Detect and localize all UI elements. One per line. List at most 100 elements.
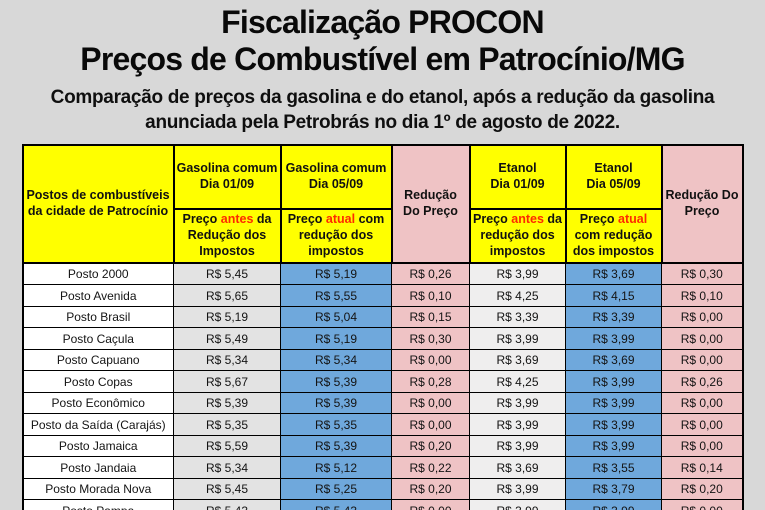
gasoline-after-cell: R$ 5,19 [280, 262, 392, 286]
gasoline-before-cell: R$ 5,45 [173, 477, 281, 501]
station-name-cell: Posto Econômico [22, 391, 174, 415]
subheader-text: Preço [473, 212, 512, 227]
station-name-cell: Posto Caçula [22, 327, 174, 350]
ethanol-before-cell: R$ 3,99 [469, 499, 566, 510]
ethanol-reduction-cell: R$ 0,00 [661, 413, 743, 436]
ethanol-after-cell: R$ 3,99 [565, 391, 662, 415]
header-row-top: Postos de combustíveis da cidade de Patr… [21, 143, 744, 264]
ethanol-before-cell: R$ 3,99 [469, 477, 566, 501]
gasoline-before-cell: R$ 5,34 [173, 348, 281, 372]
ethanol-before-subheader: Preço antes da redução dos impostos [468, 207, 567, 264]
ethanol-after-cell: R$ 3,55 [565, 456, 662, 479]
gasoline-before-cell: R$ 5,45 [173, 262, 281, 286]
gasoline-reduction-cell: R$ 0,30 [391, 327, 470, 350]
gasoline-before-subheader: Preço antes da Redução dos Impostos [172, 207, 282, 264]
ethanol-reduction-cell: R$ 0,20 [661, 477, 743, 501]
ethanol-before-cell: R$ 3,99 [469, 327, 566, 350]
ethanol-after-cell: R$ 3,69 [565, 348, 662, 372]
station-name-cell: Posto Jamaica [22, 434, 174, 458]
gasoline-before-cell: R$ 5,59 [173, 434, 281, 458]
ethanol-after-cell: R$ 3,99 [565, 413, 662, 436]
gasoline-after-title: Gasolina comum [285, 161, 387, 176]
station-name-cell: Posto 2000 [22, 262, 174, 286]
ethanol-before-cell: R$ 3,39 [469, 305, 566, 329]
ethanol-after-cell: R$ 3,99 [565, 370, 662, 393]
subheader-highlight: atual [325, 212, 356, 227]
ethanol-reduction-cell: R$ 0,00 [661, 499, 743, 510]
ethanol-reduction-header: Redução Do Preço [660, 143, 744, 264]
gasoline-reduction-cell: R$ 0,00 [391, 499, 470, 510]
gasoline-before-cell: R$ 5,67 [173, 370, 281, 393]
ethanol-before-cell: R$ 4,25 [469, 370, 566, 393]
gasoline-reduction-cell: R$ 0,00 [391, 348, 470, 372]
subheader-highlight: antes [220, 212, 254, 227]
station-name-cell: Posto Capuano [22, 348, 174, 372]
ethanol-reduction-cell: R$ 0,10 [661, 284, 743, 307]
station-name-cell: Posto da Saída (Carajás) [22, 413, 174, 436]
gasoline-after-cell: R$ 5,39 [280, 391, 392, 415]
gasoline-after-cell: R$ 5,39 [280, 370, 392, 393]
gasoline-before-cell: R$ 5,34 [173, 456, 281, 479]
ethanol-reduction-cell: R$ 0,00 [661, 327, 743, 350]
station-name-cell: Posto Jandaia [22, 456, 174, 479]
subheader-text: da Redução dos Impostos [187, 212, 272, 258]
table-row: Posto Jandaia R$ 5,34 R$ 5,12 R$ 0,22 R$… [22, 456, 743, 479]
station-name-cell: Posto Copas [22, 370, 174, 393]
gasoline-reduction-cell: R$ 0,15 [391, 305, 470, 329]
gasoline-after-cell: R$ 5,25 [280, 477, 392, 501]
ethanol-reduction-cell: R$ 0,00 [661, 305, 743, 329]
station-column-header: Postos de combustíveis da cidade de Patr… [21, 143, 175, 264]
ethanol-after-cell: R$ 3,39 [565, 305, 662, 329]
gasoline-after-cell: R$ 5,12 [280, 456, 392, 479]
ethanol-after-cell: R$ 3,99 [565, 499, 662, 510]
subheader-highlight: atual [618, 212, 648, 227]
gasoline-after-cell: R$ 5,35 [280, 413, 392, 436]
gasoline-after-cell: R$ 5,39 [280, 434, 392, 458]
subheader-text: com redução dos impostos [572, 228, 655, 258]
ethanol-before-header: Etanol Dia 01/09 [468, 143, 567, 210]
gasoline-after-cell: R$ 5,55 [280, 284, 392, 307]
gasoline-after-header: Gasolina comum Dia 05/09 [279, 143, 393, 210]
gasoline-before-header: Gasolina comum Dia 01/09 [172, 143, 282, 210]
gasoline-reduction-cell: R$ 0,00 [391, 391, 470, 415]
subheader-text: Preço [182, 212, 221, 227]
table-row: Posto Econômico R$ 5,39 R$ 5,39 R$ 0,00 … [22, 391, 743, 415]
table-row: Posto Morada Nova R$ 5,45 R$ 5,25 R$ 0,2… [22, 477, 743, 501]
table-row: Posto Avenida R$ 5,65 R$ 5,55 R$ 0,10 R$… [22, 284, 743, 307]
ethanol-before-cell: R$ 3,99 [469, 391, 566, 415]
ethanol-before-cell: R$ 3,99 [469, 262, 566, 286]
subtitle-line-1: Comparação de preços da gasolina e do et… [50, 87, 715, 109]
ethanol-reduction-cell: R$ 0,00 [661, 348, 743, 372]
title-line-2: Preços de Combustível em Patrocínio/MG [80, 41, 685, 78]
subtitle-line-2: anunciada pela Petrobrás no dia 1º de ag… [145, 111, 620, 133]
gasoline-after-subheader: Preço atual com redução dos impostos [279, 207, 393, 264]
header-row-sub: Preço antes da Redução dos Impostos Preç… [23, 207, 743, 264]
station-name-cell: Posto Avenida [22, 284, 174, 307]
gasoline-reduction-cell: R$ 0,20 [391, 434, 470, 458]
ethanol-reduction-cell: R$ 0,00 [661, 391, 743, 415]
ethanol-reduction-cell: R$ 0,14 [661, 456, 743, 479]
gasoline-before-cell: R$ 5,19 [173, 305, 281, 329]
gasoline-reduction-cell: R$ 0,28 [391, 370, 470, 393]
ethanol-reduction-cell: R$ 0,00 [661, 434, 743, 458]
gasoline-before-title: Gasolina comum [176, 161, 278, 176]
station-name-cell: Posto Brasil [22, 305, 174, 329]
ethanol-after-header: Etanol Dia 05/09 [564, 143, 663, 210]
ethanol-after-cell: R$ 4,15 [565, 284, 662, 307]
gasoline-reduction-cell: R$ 0,26 [391, 262, 470, 286]
subheader-text: com redução dos impostos [298, 212, 385, 258]
subheader-text: Preço [287, 212, 326, 227]
title-line-1: Fiscalização PROCON [221, 4, 545, 40]
gasoline-reduction-cell: R$ 0,10 [391, 284, 470, 307]
table-row: Posto Copas R$ 5,67 R$ 5,39 R$ 0,28 R$ 4… [22, 370, 743, 393]
table-row: Posto 2000 R$ 5,45 R$ 5,19 R$ 0,26 R$ 3,… [22, 262, 743, 286]
subheader-text: da redução dos impostos [480, 212, 562, 258]
station-name-cell: Posto Morada Nova [22, 477, 174, 501]
gasoline-before-cell: R$ 5,65 [173, 284, 281, 307]
ethanol-after-cell: R$ 3,69 [565, 262, 662, 286]
station-name-cell: Posto Pampa [22, 499, 174, 510]
gasoline-after-cell: R$ 5,04 [280, 305, 392, 329]
table-row: Posto Brasil R$ 5,19 R$ 5,04 R$ 0,15 R$ … [22, 305, 743, 329]
table-row: Posto Capuano R$ 5,34 R$ 5,34 R$ 0,00 R$… [22, 348, 743, 372]
